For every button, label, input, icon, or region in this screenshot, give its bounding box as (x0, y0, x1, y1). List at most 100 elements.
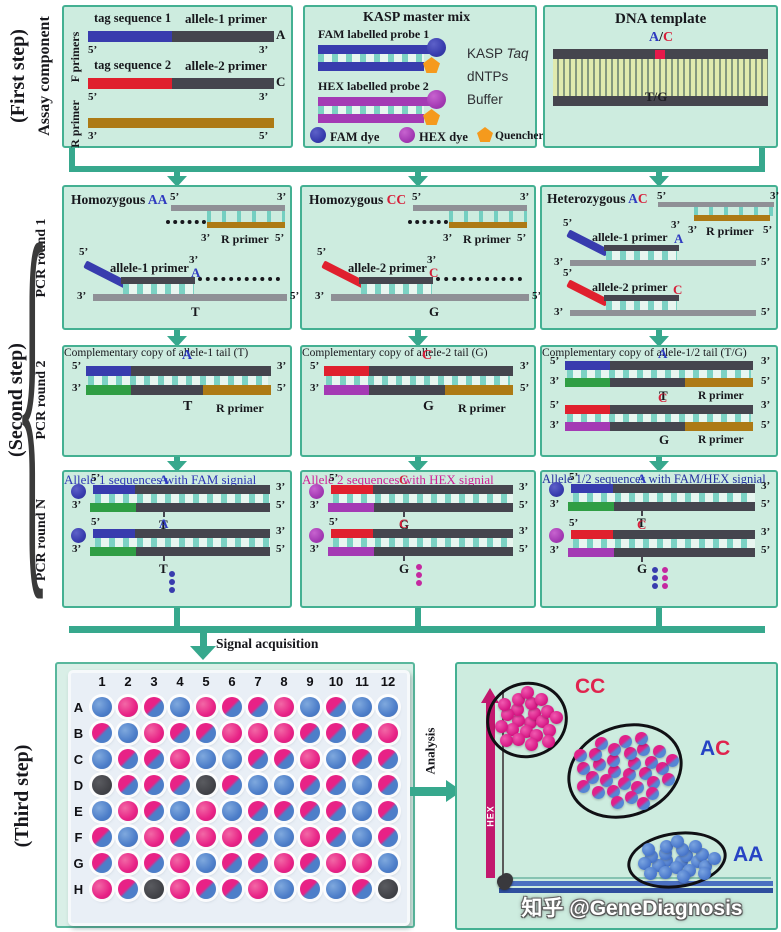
allele-2-primer-label: allele-2 primer (348, 261, 427, 275)
allele-1-base: A (276, 27, 286, 42)
well-B7 (248, 723, 268, 743)
third-step-label: (Third step) (11, 744, 33, 848)
allele-1-primer-bar (604, 245, 679, 251)
y-axis-line (502, 690, 504, 880)
prime-label: 3’ (427, 254, 437, 266)
well-H2 (118, 879, 138, 899)
mix-title: KASP master mix (363, 10, 471, 25)
well-G12 (378, 853, 398, 873)
prime-label: 3’ (761, 526, 771, 538)
well-D3 (144, 775, 164, 795)
complement-base: G (399, 561, 410, 576)
flow-connector (656, 608, 662, 626)
tag2-segment (331, 485, 373, 494)
base-tick (163, 556, 165, 561)
prime-label: 5’ (532, 290, 542, 302)
repeat-dots (662, 583, 668, 589)
roundN-caption: Allele 1 sequences with FAM signial (64, 472, 257, 487)
scatter-dot-ntc (498, 877, 512, 891)
prime-label: 3’ (72, 543, 82, 555)
plate-column-label: 10 (328, 674, 344, 689)
well-F12 (378, 827, 398, 847)
flow-arrowhead (649, 461, 669, 472)
r-primer-bar (694, 215, 770, 221)
r-primer-label: R primer (216, 401, 264, 415)
well-G3 (144, 853, 164, 873)
kasp-master-mix-panel: KASP master mix FAM labelled probe 1 HEX… (303, 5, 544, 148)
tail-base: A (637, 471, 647, 486)
repeat-dots (416, 572, 422, 578)
plate-row-label: C (73, 751, 84, 767)
well-C1 (92, 749, 112, 769)
prime-label: 5’ (310, 360, 320, 372)
base-tick (403, 512, 405, 517)
prime-label: 5’ (519, 543, 529, 555)
fam-probe-top-strand (318, 45, 432, 54)
template-strand (658, 202, 774, 207)
scatter-dot-ac (646, 787, 659, 800)
well-A11 (352, 697, 372, 717)
prime-label: 5’ (763, 224, 773, 236)
genotype-a: A (628, 191, 638, 206)
scatter-dot-aa (708, 852, 721, 866)
well-C12 (378, 749, 398, 769)
repeat-dots (416, 564, 422, 570)
well-G1 (92, 853, 112, 873)
hex-axis-label: HEX (485, 805, 496, 827)
scatter-dot-ac (637, 742, 651, 756)
tag1-segment (565, 361, 610, 370)
amplicon-top-strand (135, 485, 270, 494)
prime-label: 3’ (276, 481, 286, 493)
extension-dots (166, 220, 206, 224)
scatter-dot-ac (652, 745, 666, 759)
genotype-aa: AA (147, 192, 168, 207)
cluster-label-cc: CC (575, 675, 606, 698)
scatter-dot-aa (660, 840, 673, 853)
scatter-dot-ac (600, 774, 613, 787)
scatter-dot-cc (511, 703, 525, 717)
flow-arrow (415, 170, 421, 177)
scatter-dot-cc (511, 732, 525, 746)
matched-base: A (191, 265, 201, 280)
well-A10 (326, 697, 346, 717)
scatter-dot-ac (617, 776, 631, 790)
flow-connector (415, 608, 421, 626)
well-B6 (222, 723, 242, 743)
hybridization-rungs (606, 251, 677, 260)
tail-base: C (422, 348, 433, 363)
round2-allele1-panel: A 5’ 3’ 3’ 5’ T R primer Complementary c… (62, 345, 292, 457)
round2-caption: Complementary copy of allele-2 tail (G) (302, 347, 488, 359)
prime-label: 5’ (276, 543, 286, 555)
scatter-dot-cc (497, 697, 511, 711)
scatter-dot-ac (607, 764, 621, 778)
reagent-taq-prefix: KASP (467, 46, 507, 61)
well-C3 (144, 749, 164, 769)
cluster-label-ac-a: A (700, 737, 716, 760)
well-E10 (326, 801, 346, 821)
r-primer-segment (445, 385, 513, 395)
scatter-dot-cc (495, 719, 509, 733)
snp-site-marker (655, 50, 665, 59)
well-G6 (222, 853, 242, 873)
round1-homozygous-cc-panel: Homozygous CC 5’ 3’ 3’ R primer 5’ 5’ al… (300, 185, 541, 330)
reagent-taq-italic: Taq (506, 46, 529, 61)
well-D4 (170, 775, 190, 795)
well-E9 (300, 801, 320, 821)
flow-connector (174, 608, 180, 626)
allele-2-primer-bar (604, 295, 679, 301)
tail-base: C (637, 517, 647, 532)
well-E4 (170, 801, 190, 821)
prime-label: 3’ (519, 481, 529, 493)
roundN-caption: Allele 1/2 sequences with FAM/HEX signia… (542, 472, 766, 486)
template-strand (570, 260, 756, 266)
scatter-dot-ac (618, 734, 632, 748)
fam-dye-icon (549, 482, 564, 497)
prime-label: 3’ (761, 355, 771, 367)
prime-label: 5’ (519, 499, 529, 511)
plate-row-label: F (74, 829, 83, 845)
f-primers-label: F primers (68, 31, 82, 83)
prime-label: 5’ (259, 130, 269, 142)
plate-column-label: 11 (355, 674, 369, 689)
scatter-dot-cc (541, 734, 555, 748)
